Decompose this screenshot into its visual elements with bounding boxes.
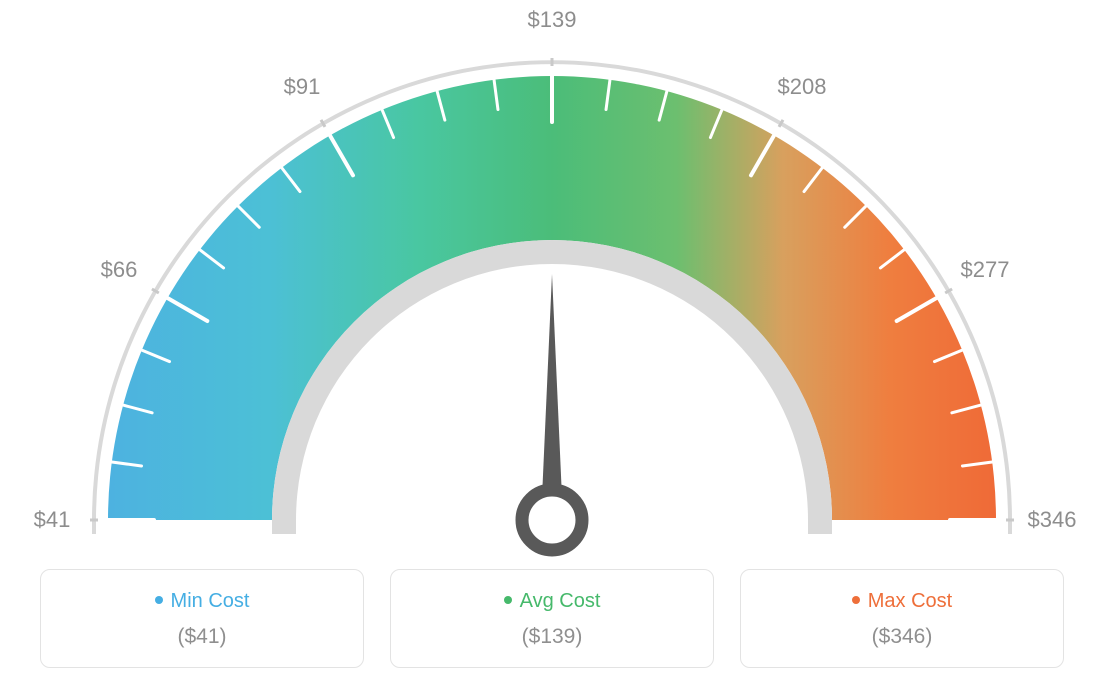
legend-card-max: Max Cost ($346) — [740, 569, 1064, 668]
legend-title-max: Max Cost — [749, 590, 1055, 613]
gauge-tick-label: $208 — [778, 74, 827, 100]
legend-title-max-text: Max Cost — [868, 590, 952, 612]
legend-title-min: Min Cost — [49, 590, 355, 613]
legend-dot-max — [852, 596, 860, 604]
legend-title-avg-text: Avg Cost — [520, 590, 601, 612]
gauge-tick-label: $91 — [284, 74, 321, 100]
gauge-cost-chart: $41 $66 $91 $139 $208 $277 $346 Min Cost ($41)… — [0, 0, 1104, 690]
gauge-svg — [0, 0, 1104, 560]
legend: Min Cost ($41) Avg Cost ($139) Max Cost … — [40, 569, 1064, 668]
legend-card-min: Min Cost ($41) — [40, 569, 364, 668]
legend-title-min-text: Min Cost — [171, 590, 250, 612]
gauge-tick-label: $139 — [528, 7, 577, 33]
gauge-tick-label: $41 — [34, 507, 71, 533]
legend-dot-min — [155, 596, 163, 604]
gauge: $41 $66 $91 $139 $208 $277 $346 — [0, 0, 1104, 560]
gauge-tick-label: $66 — [101, 257, 138, 283]
legend-value-min: ($41) — [49, 625, 355, 649]
legend-value-max: ($346) — [749, 625, 1055, 649]
gauge-tick-label: $346 — [1028, 507, 1077, 533]
legend-dot-avg — [504, 596, 512, 604]
legend-title-avg: Avg Cost — [399, 590, 705, 613]
legend-value-avg: ($139) — [399, 625, 705, 649]
gauge-tick-label: $277 — [961, 257, 1010, 283]
legend-card-avg: Avg Cost ($139) — [390, 569, 714, 668]
